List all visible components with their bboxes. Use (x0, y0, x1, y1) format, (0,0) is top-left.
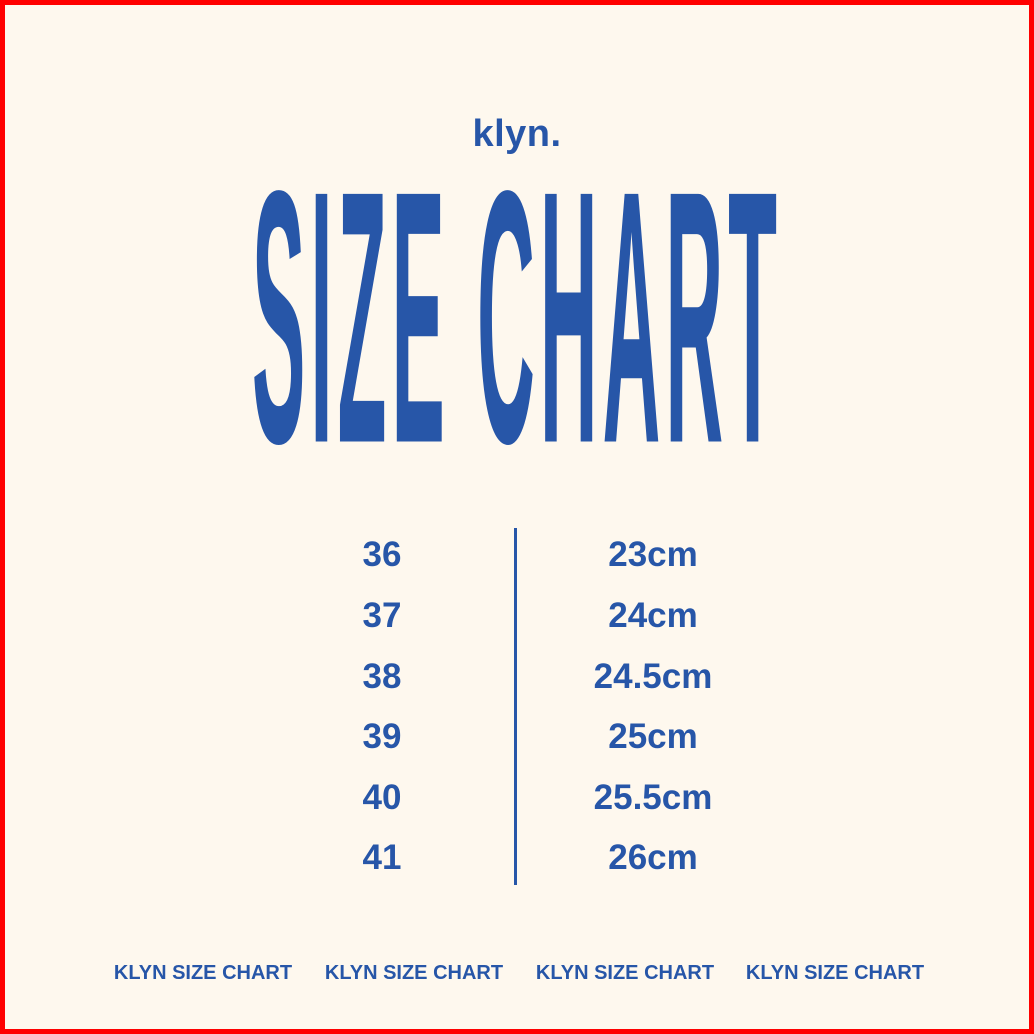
table-row: 40 25.5cm (5, 768, 1029, 828)
footer-label: KLYN SIZE CHART (535, 962, 715, 984)
length-value: 24cm (608, 596, 698, 635)
length-value: 26cm (608, 838, 698, 877)
table-row: 39 25cm (5, 707, 1029, 767)
length-value: 25cm (608, 717, 698, 756)
size-value: 38 (362, 657, 402, 696)
length-value: 24.5cm (593, 657, 713, 696)
length-value: 23cm (608, 535, 698, 574)
table-row: 36 23cm (5, 525, 1029, 585)
table-row: 37 24cm (5, 586, 1029, 646)
brand-logo: klyn. (472, 113, 562, 155)
size-value: 37 (362, 596, 402, 635)
column-divider (514, 528, 517, 885)
size-value: 40 (362, 778, 402, 817)
footer-label: KLYN SIZE CHART (324, 962, 504, 984)
length-value: 25.5cm (593, 778, 713, 817)
size-value: 41 (362, 838, 402, 877)
size-value: 39 (362, 717, 402, 756)
page-title: SIZE CHART (5, 138, 1029, 498)
footer-strip: KLYN SIZE CHART KLYN SIZE CHART KLYN SIZ… (5, 958, 1029, 988)
title-text: SIZE CHART (252, 117, 782, 518)
table-row: 41 26cm (5, 828, 1029, 888)
footer-label: KLYN SIZE CHART (113, 962, 293, 984)
size-value: 36 (362, 535, 402, 574)
footer-label: KLYN SIZE CHART (745, 962, 925, 984)
table-row: 38 24.5cm (5, 647, 1029, 707)
